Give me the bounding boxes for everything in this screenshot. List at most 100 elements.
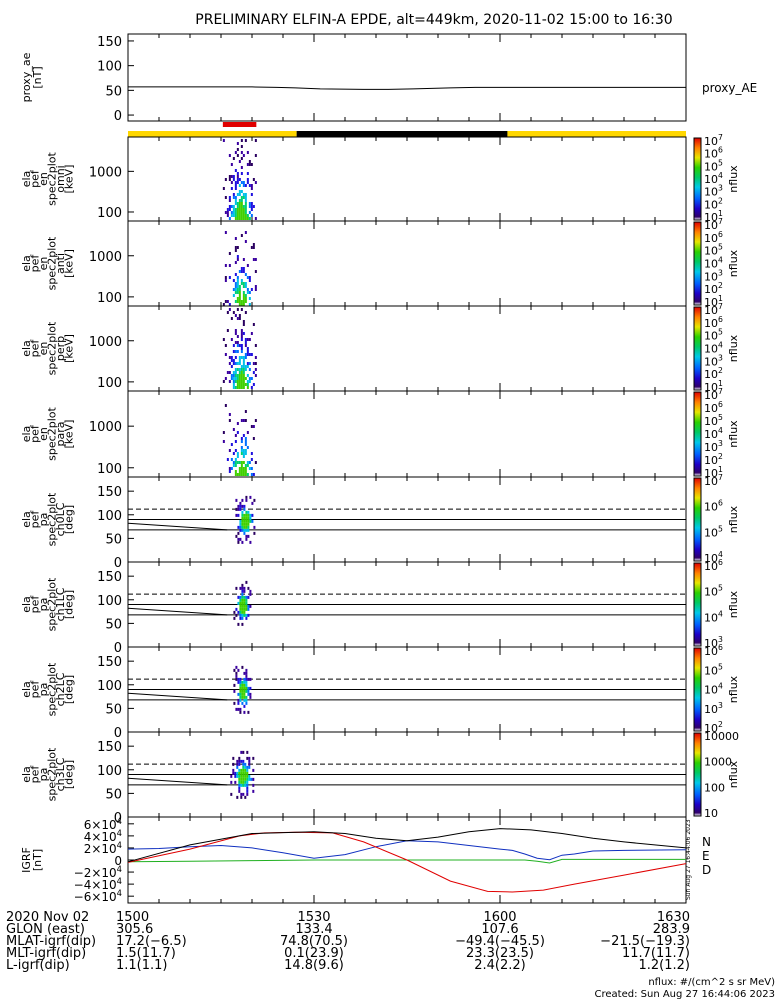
spectrogram-pixel — [239, 595, 242, 599]
spectrogram-pixel — [232, 768, 235, 772]
spectrogram-pixel — [234, 780, 237, 784]
spectrogram-pixel — [245, 607, 248, 611]
y-axis-label: spec2plot — [46, 577, 59, 631]
spectrogram-pixel — [244, 139, 247, 142]
spectrogram-pixel — [248, 297, 251, 300]
y-axis-label: en — [37, 342, 50, 356]
spectrogram-pixel — [237, 680, 240, 684]
units-note: nflux: #/(cm^2 s sr MeV) — [648, 977, 775, 988]
panel-pa_ch1: elapefpaspec2plotch1LC[deg]0501001501031… — [20, 558, 740, 656]
spectrogram-pixel — [242, 377, 245, 380]
y-axis-label: pa — [37, 683, 50, 697]
panel-en_perp: elapefenspec2plotperp[keV]10010001011021… — [20, 302, 740, 394]
spectrogram-pixel — [241, 622, 244, 626]
spectrogram-pixel — [245, 689, 248, 693]
spectrogram-pixel — [242, 386, 245, 389]
spectrogram-pixel — [232, 211, 235, 214]
spectrogram-pixel — [245, 510, 248, 514]
spectrogram-pixel — [248, 759, 251, 763]
spectrogram-pixel — [254, 374, 257, 377]
spectrogram-pixel — [252, 246, 255, 249]
spectrogram-pixel — [226, 329, 229, 332]
spectrogram-pixel — [240, 172, 243, 175]
spectrogram-pixel — [248, 353, 251, 356]
y-axis-label: pa — [37, 598, 50, 612]
spectrogram-pixel — [252, 783, 255, 787]
spectrogram-pixel — [228, 276, 231, 279]
ephemeris-value: 1500 — [116, 910, 149, 925]
spectrogram-pixel — [250, 205, 253, 208]
spectrogram-pixel — [242, 371, 245, 374]
spectrogram-pixel — [240, 199, 243, 202]
spectrogram-pixel — [245, 522, 248, 526]
spectrogram-pixel — [246, 473, 249, 476]
spectrogram-pixel — [252, 258, 255, 261]
spectrogram-pixel — [247, 692, 250, 696]
spectrogram-pixel — [245, 613, 248, 617]
spectrogram-pixel — [250, 473, 253, 476]
spectrogram-pixel — [244, 199, 247, 202]
spectrogram-pixel — [252, 205, 255, 208]
spectrogram-pixel — [241, 689, 244, 693]
spectrogram-pixel — [250, 184, 253, 187]
spectrogram-pixel — [234, 151, 237, 154]
spectrogram-pixel — [240, 157, 243, 160]
colorbar — [693, 477, 702, 562]
y-tick-label: 1000 — [89, 165, 122, 180]
spectrogram-pixel — [242, 300, 245, 303]
y-axis-label: anti — [54, 253, 67, 274]
spectrogram-pixel — [243, 683, 246, 687]
spectrogram-pixel — [241, 592, 244, 596]
spectrogram-pixel — [238, 371, 241, 374]
y-tick-label: 50 — [105, 84, 122, 99]
spectrogram-pixel — [239, 686, 242, 690]
spectrogram-pixel — [242, 196, 245, 199]
spectrogram-pixel — [250, 202, 253, 205]
spectrogram-pixel — [228, 470, 231, 473]
spectrogram-pixel — [238, 211, 241, 214]
spectrogram-pixel — [228, 419, 231, 422]
colorbar-tick-label: 106 — [704, 643, 723, 658]
spectrogram-pixel — [247, 613, 250, 617]
spectrogram-pixel — [235, 665, 238, 669]
spectrogram-pixel — [239, 586, 242, 590]
colorbar-tick-label: 107 — [704, 473, 723, 488]
spectrogram-pixel — [239, 507, 242, 511]
colorbar-tick-label: 105 — [704, 328, 723, 343]
spectrogram-pixel — [244, 273, 247, 276]
spectrogram-pixel — [250, 452, 253, 455]
spectrogram-pixel — [242, 434, 245, 437]
spectrogram-pixel — [236, 795, 239, 799]
spectrogram-pixel — [240, 780, 243, 784]
loss-cone-trend — [127, 692, 228, 701]
spectrogram-pixel — [235, 513, 238, 517]
ephemeris-row-label: MLT-igrf(dip) — [6, 946, 86, 961]
spectrogram-pixel — [230, 317, 233, 320]
spectrogram-pixel — [236, 285, 239, 288]
spectrogram-pixel — [248, 377, 251, 380]
spectrogram-pixel — [228, 208, 231, 211]
spectrogram-pixel — [242, 285, 245, 288]
spectrogram-pixel — [245, 701, 248, 705]
spectrogram-pixel — [254, 461, 257, 464]
plot-panels: proxy_ae[nT]050100150proxy_AEelapefenspe… — [20, 33, 757, 904]
spectrogram-pixel — [236, 217, 239, 220]
spectrogram-pixel — [236, 175, 239, 178]
spectrogram-pixel — [228, 205, 231, 208]
spectrogram-pixel — [241, 665, 244, 669]
spectrogram-pixel — [232, 175, 235, 178]
spectrogram-pixel — [239, 598, 242, 602]
spectrogram-pixel — [245, 677, 248, 681]
spectrogram-pixel — [222, 139, 225, 142]
colorbar-tick-label: 104 — [704, 426, 723, 441]
spectrogram-pixel — [248, 291, 251, 294]
y-tick-label: 4×104 — [84, 828, 122, 844]
spectrogram-pixel — [237, 692, 240, 696]
spectrogram-pixel — [249, 516, 252, 520]
spectrogram-pixel — [252, 437, 255, 440]
spectrogram-pixel — [242, 211, 245, 214]
colorbar — [693, 306, 702, 391]
spectrogram-pixel — [234, 208, 237, 211]
spectrogram-pixel — [246, 172, 249, 175]
spectrogram-pixel — [246, 771, 249, 775]
